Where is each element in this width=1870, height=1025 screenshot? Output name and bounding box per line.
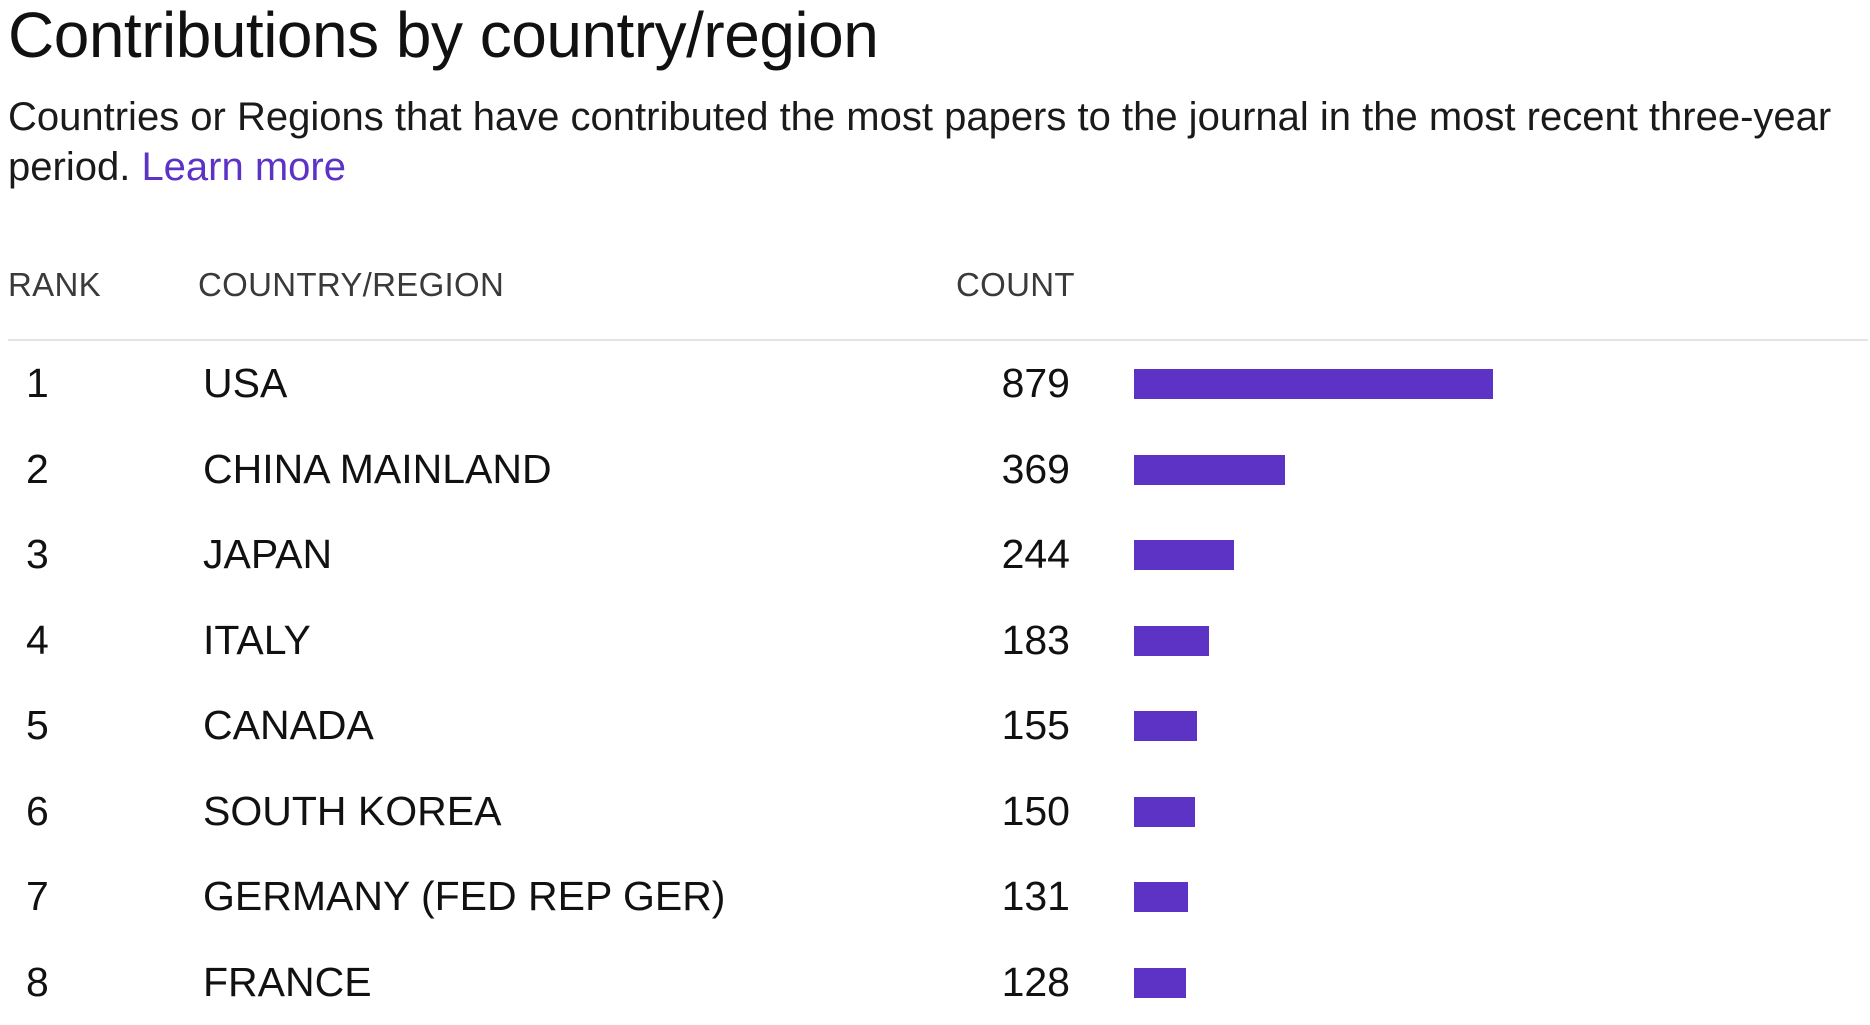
count-bar	[1134, 882, 1188, 912]
contributions-table: RANK COUNTRY/REGION COUNT 1 USA 879 2 CH…	[8, 258, 1868, 1005]
column-header-country: COUNTRY/REGION	[198, 266, 505, 303]
country-cell: FRANCE	[203, 958, 372, 1005]
country-cell: GERMANY (FED REP GER)	[203, 873, 726, 919]
bar-track	[1134, 369, 1834, 399]
rank-cell: 4	[26, 616, 49, 663]
rank-cell: 2	[26, 445, 49, 492]
rank-cell: 8	[26, 958, 49, 1005]
page-title: Contributions by country/region	[8, 0, 879, 71]
table-row: 2 CHINA MAINLAND 369	[8, 427, 1868, 512]
count-cell: 879	[1001, 360, 1070, 406]
table-row: 5 CANADA 155	[8, 683, 1868, 768]
count-bar	[1134, 711, 1198, 741]
bar-track	[1134, 967, 1834, 998]
description-text: Countries or Regions that have contribut…	[8, 95, 1832, 189]
rank-cell: 5	[26, 702, 49, 748]
table-row: 8 FRANCE 128	[8, 940, 1868, 1025]
count-cell: 244	[1001, 531, 1070, 577]
rank-cell: 7	[26, 873, 49, 919]
country-cell: ITALY	[203, 616, 311, 663]
table-row: 4 ITALY 183	[8, 598, 1868, 683]
count-bar	[1134, 625, 1209, 656]
count-bar	[1134, 796, 1196, 827]
bar-track	[1134, 882, 1834, 912]
count-bar	[1134, 967, 1187, 998]
bar-track	[1134, 711, 1834, 741]
bar-track	[1134, 796, 1834, 827]
column-header-rank: RANK	[8, 266, 101, 303]
column-header-count: COUNT	[956, 266, 1075, 303]
table-header: RANK COUNTRY/REGION COUNT	[8, 258, 1868, 341]
bar-track	[1134, 454, 1834, 485]
table-row: 1 USA 879	[8, 341, 1868, 426]
table-row: 7 GERMANY (FED REP GER) 131	[8, 854, 1868, 939]
bar-track	[1134, 625, 1834, 656]
country-cell: USA	[203, 360, 288, 406]
count-cell: 183	[1001, 616, 1070, 663]
country-cell: CHINA MAINLAND	[203, 445, 552, 492]
count-cell: 131	[1001, 873, 1070, 919]
header-divider	[8, 339, 1868, 341]
country-cell: SOUTH KOREA	[203, 787, 502, 834]
page-description: Countries or Regions that have contribut…	[8, 92, 1868, 192]
count-cell: 128	[1001, 958, 1070, 1005]
rank-cell: 6	[26, 787, 49, 834]
rank-cell: 3	[26, 531, 49, 577]
country-cell: CANADA	[203, 702, 374, 748]
count-cell: 150	[1001, 787, 1070, 834]
count-bar	[1134, 540, 1234, 570]
count-bar	[1134, 369, 1493, 399]
count-cell: 369	[1001, 445, 1070, 492]
table-row: 6 SOUTH KOREA 150	[8, 769, 1868, 854]
count-bar	[1134, 454, 1285, 485]
learn-more-link[interactable]: Learn more	[141, 145, 346, 189]
bar-track	[1134, 540, 1834, 570]
country-cell: JAPAN	[203, 531, 333, 577]
table-row: 3 JAPAN 244	[8, 512, 1868, 597]
count-cell: 155	[1001, 702, 1070, 748]
rank-cell: 1	[26, 360, 49, 406]
